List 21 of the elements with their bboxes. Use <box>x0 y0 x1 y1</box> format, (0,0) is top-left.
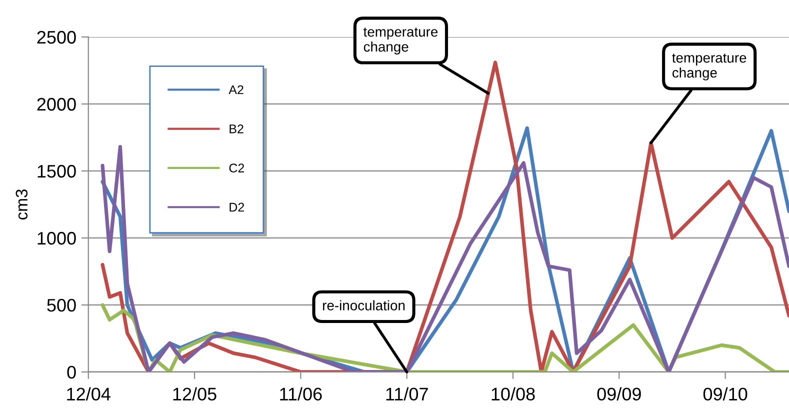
x-tick-label: 09/10 <box>703 387 748 400</box>
x-tick-label: 11/06 <box>280 387 322 400</box>
x-tick-label: 12/05 <box>173 387 216 400</box>
y-tick-label: 2500 <box>37 30 76 44</box>
annotation: re-inoculation <box>323 300 405 310</box>
x-tick-label: 11/07 <box>386 387 428 400</box>
y-tick-label: 1000 <box>38 232 76 245</box>
legend-label: D2 <box>230 202 244 212</box>
legend-label: B2 <box>230 124 244 134</box>
y-axis-title: cm3 <box>16 189 28 220</box>
x-tick-label: 10/08 <box>492 387 535 400</box>
annotation: temperature change <box>363 28 438 54</box>
y-tick-label: 500 <box>47 298 76 312</box>
x-tick-label: 09/09 <box>597 387 641 400</box>
x-tick-label: 12/04 <box>67 387 110 400</box>
legend-label: C2 <box>229 164 244 172</box>
legend-label: A2 <box>228 85 244 94</box>
y-tick-label: 1500 <box>38 164 76 178</box>
y-tick-label: 0 <box>67 366 76 379</box>
y-tick-label: 2000 <box>37 98 76 111</box>
annotation: temperature change <box>672 54 746 80</box>
